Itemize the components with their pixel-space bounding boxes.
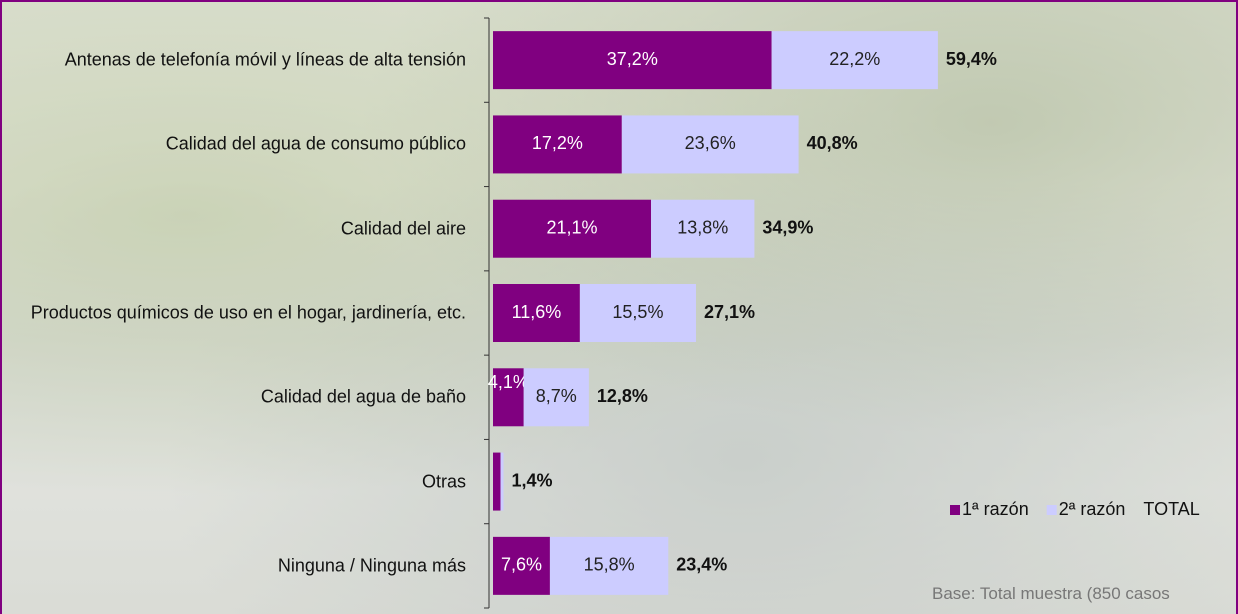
bar-segment bbox=[579, 284, 696, 342]
category-label: Antenas de telefonía móvil y líneas de a… bbox=[64, 49, 466, 70]
category-label: Ninguna / Ninguna más bbox=[277, 555, 466, 576]
data-label: 8,7% bbox=[536, 386, 577, 406]
total-label: 34,9% bbox=[762, 217, 813, 237]
bar-segment bbox=[500, 452, 504, 511]
bar-segment bbox=[771, 31, 938, 90]
data-label: 37,2% bbox=[607, 49, 658, 69]
base-note: Base: Total muestra (850 casos bbox=[932, 584, 1170, 603]
data-label: 23,6% bbox=[685, 133, 736, 153]
bar-segment bbox=[493, 368, 524, 427]
bar-segment bbox=[493, 115, 622, 174]
data-label: 7,6% bbox=[501, 555, 542, 575]
bar-segment bbox=[549, 536, 669, 595]
legend-swatch bbox=[1046, 505, 1057, 515]
legend-label: 1ª razón bbox=[962, 499, 1029, 519]
data-label: 13,8% bbox=[677, 217, 728, 237]
data-label: 4,1% bbox=[488, 372, 529, 392]
data-label: 15,8% bbox=[584, 555, 635, 575]
data-label: 15,5% bbox=[612, 302, 663, 322]
bar-segment bbox=[523, 368, 589, 427]
total-label: 12,8% bbox=[597, 386, 648, 406]
category-label: Otras bbox=[421, 471, 466, 492]
total-label: 23,4% bbox=[676, 555, 727, 575]
data-label: 21,1% bbox=[546, 217, 597, 237]
total-label: 59,4% bbox=[946, 49, 997, 69]
category-label: Calidad del agua de consumo público bbox=[165, 133, 466, 154]
data-label: 22,2% bbox=[829, 49, 880, 69]
category-label: Calidad del agua de baño bbox=[260, 386, 466, 407]
bar-segment bbox=[493, 284, 580, 342]
bar-segment bbox=[493, 199, 652, 258]
bar-segment bbox=[493, 536, 550, 595]
bar-segment bbox=[651, 199, 755, 258]
legend-label: 2ª razón bbox=[1059, 499, 1126, 519]
data-label: 17,2% bbox=[532, 133, 583, 153]
legend-swatch bbox=[950, 505, 960, 515]
legend-label: TOTAL bbox=[1143, 499, 1199, 519]
bar-segment bbox=[621, 115, 799, 174]
bar-segment bbox=[493, 31, 772, 90]
bar-segment bbox=[493, 452, 501, 511]
total-label: 1,4% bbox=[511, 470, 552, 490]
category-label: Calidad del aire bbox=[340, 218, 466, 239]
category-label: Productos químicos de uso en el hogar, j… bbox=[30, 302, 466, 323]
data-label: 11,6% bbox=[512, 302, 562, 322]
total-label: 40,8% bbox=[807, 133, 858, 153]
total-label: 27,1% bbox=[704, 302, 755, 322]
